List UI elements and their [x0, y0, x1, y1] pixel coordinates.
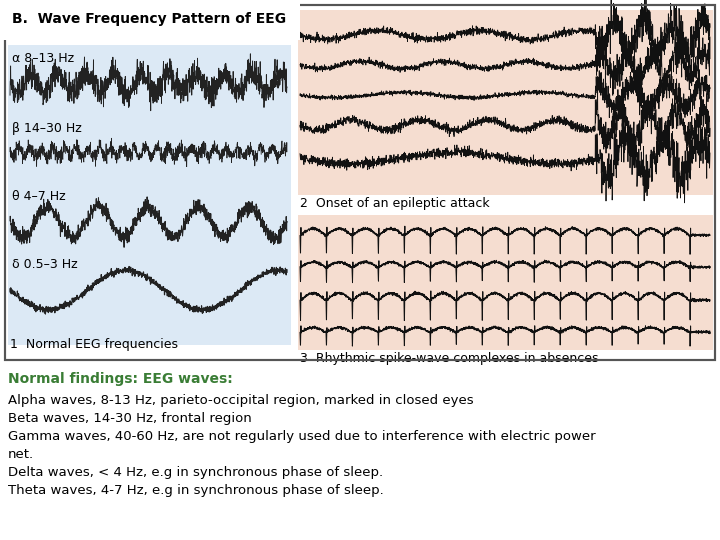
Text: Gamma waves, 40-60 Hz, are not regularly used due to interference with electric : Gamma waves, 40-60 Hz, are not regularly… — [8, 430, 595, 443]
Bar — [298, 10, 713, 195]
Text: net.: net. — [8, 448, 34, 461]
Text: Alpha waves, 8-13 Hz, parieto-occipital region, marked in closed eyes: Alpha waves, 8-13 Hz, parieto-occipital … — [8, 394, 474, 407]
Text: Delta waves, < 4 Hz, e.g in synchronous phase of sleep.: Delta waves, < 4 Hz, e.g in synchronous … — [8, 466, 383, 479]
Bar — [298, 215, 713, 350]
Text: Beta waves, 14-30 Hz, frontal region: Beta waves, 14-30 Hz, frontal region — [8, 412, 252, 425]
Text: 1  Normal EEG frequencies: 1 Normal EEG frequencies — [10, 338, 178, 351]
Text: B.  Wave Frequency Pattern of EEG: B. Wave Frequency Pattern of EEG — [12, 12, 286, 26]
Text: θ 4–7 Hz: θ 4–7 Hz — [12, 190, 66, 203]
Text: 2  Onset of an epileptic attack: 2 Onset of an epileptic attack — [300, 197, 490, 210]
Text: β 14–30 Hz: β 14–30 Hz — [12, 122, 82, 135]
Text: Normal findings: EEG waves:: Normal findings: EEG waves: — [8, 372, 233, 386]
Bar — [5, 5, 715, 360]
Text: α 8–13 Hz: α 8–13 Hz — [12, 52, 74, 65]
Text: Theta waves, 4-7 Hz, e.g in synchronous phase of sleep.: Theta waves, 4-7 Hz, e.g in synchronous … — [8, 484, 384, 497]
Text: δ 0.5–3 Hz: δ 0.5–3 Hz — [12, 258, 78, 271]
Text: 3  Rhythmic spike-wave complexes in absences: 3 Rhythmic spike-wave complexes in absen… — [300, 352, 598, 365]
Bar — [5, 5, 715, 360]
Bar — [8, 45, 291, 345]
